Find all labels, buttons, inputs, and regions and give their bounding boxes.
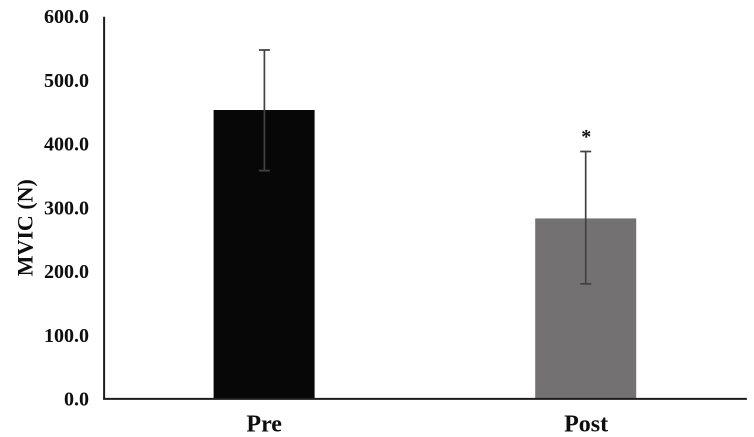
svg-text:500.0: 500.0 xyxy=(44,70,89,92)
svg-text:*: * xyxy=(581,126,591,148)
svg-text:Post: Post xyxy=(564,412,608,437)
svg-text:200.0: 200.0 xyxy=(44,261,89,283)
svg-text:Pre: Pre xyxy=(246,412,282,437)
svg-text:100.0: 100.0 xyxy=(44,325,89,347)
svg-text:600.0: 600.0 xyxy=(44,6,89,28)
svg-text:MVIC (N): MVIC (N) xyxy=(13,179,38,276)
svg-text:300.0: 300.0 xyxy=(44,197,89,219)
svg-text:0.0: 0.0 xyxy=(64,389,89,411)
svg-text:400.0: 400.0 xyxy=(44,134,89,156)
